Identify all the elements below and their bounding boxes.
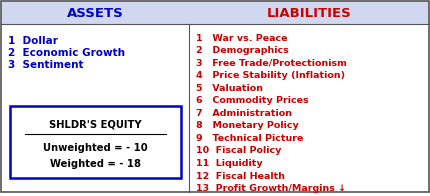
Text: SHLDR'S EQUITY: SHLDR'S EQUITY bbox=[49, 119, 142, 129]
Text: 2   Demographics: 2 Demographics bbox=[196, 46, 289, 55]
Text: 4   Price Stability (Inflation): 4 Price Stability (Inflation) bbox=[196, 71, 345, 80]
FancyBboxPatch shape bbox=[10, 106, 181, 178]
FancyBboxPatch shape bbox=[189, 1, 429, 24]
Text: 9   Technical Picture: 9 Technical Picture bbox=[196, 134, 303, 143]
Text: 3   Free Trade/Protectionism: 3 Free Trade/Protectionism bbox=[196, 59, 347, 68]
FancyBboxPatch shape bbox=[1, 1, 189, 24]
Text: 3  Sentiment: 3 Sentiment bbox=[8, 60, 83, 70]
Text: 5   Valuation: 5 Valuation bbox=[196, 84, 263, 93]
Text: 12  Fiscal Health: 12 Fiscal Health bbox=[196, 172, 285, 181]
Text: 7   Administration: 7 Administration bbox=[196, 109, 292, 118]
Text: ASSETS: ASSETS bbox=[67, 7, 124, 20]
Text: Weighted = - 18: Weighted = - 18 bbox=[50, 159, 141, 169]
Text: 1   War vs. Peace: 1 War vs. Peace bbox=[196, 34, 287, 43]
Text: 2  Economic Growth: 2 Economic Growth bbox=[8, 48, 125, 58]
Text: 6   Commodity Prices: 6 Commodity Prices bbox=[196, 96, 308, 105]
Text: 11  Liquidity: 11 Liquidity bbox=[196, 159, 262, 168]
Text: 13  Profit Growth/Margins ↓: 13 Profit Growth/Margins ↓ bbox=[196, 184, 346, 193]
Text: 1  Dollar: 1 Dollar bbox=[8, 36, 58, 46]
Text: LIABILITIES: LIABILITIES bbox=[267, 7, 351, 20]
Text: Unweighted = - 10: Unweighted = - 10 bbox=[43, 143, 147, 153]
Text: 8   Monetary Policy: 8 Monetary Policy bbox=[196, 121, 298, 130]
Text: 10  Fiscal Policy: 10 Fiscal Policy bbox=[196, 146, 281, 155]
